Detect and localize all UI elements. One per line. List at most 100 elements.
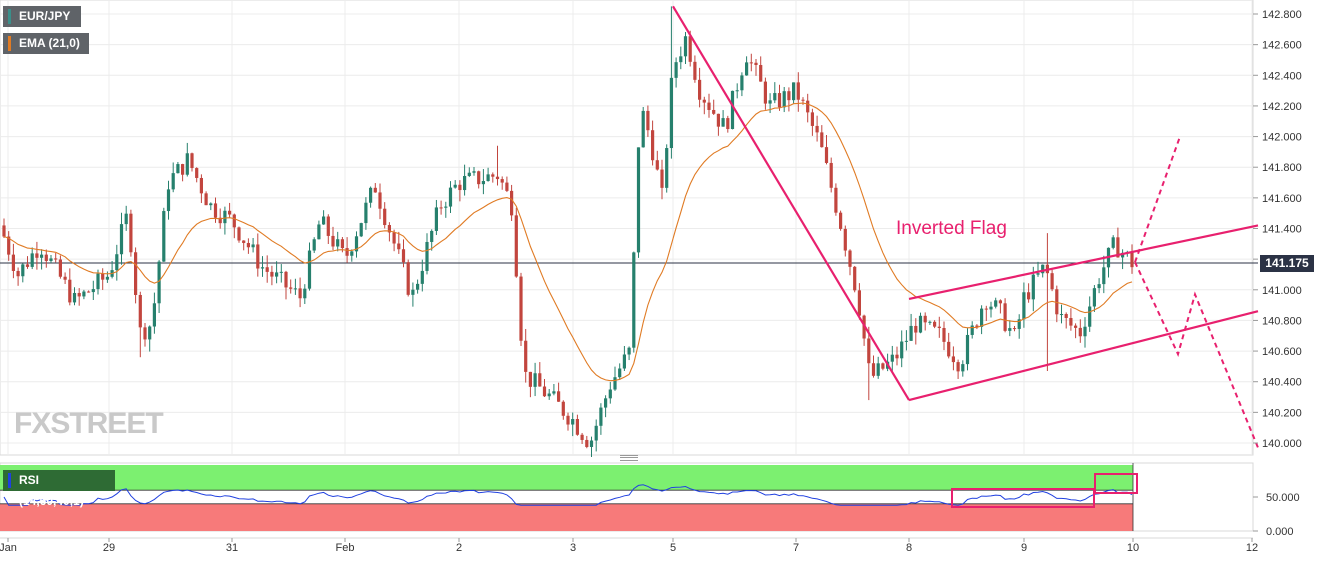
candle-body	[726, 118, 730, 130]
panel-resize-handle[interactable]	[620, 455, 638, 461]
candle-body	[383, 208, 387, 226]
symbol-legend[interactable]: EUR/JPY	[3, 6, 81, 27]
candle-body	[1031, 274, 1035, 300]
candle-body	[331, 235, 335, 247]
candle-body	[909, 325, 913, 341]
candle-body	[303, 288, 307, 299]
candle-body	[298, 288, 302, 299]
grid	[0, 0, 1258, 456]
candle-body	[519, 276, 523, 341]
rsi-panel	[0, 462, 1254, 532]
candle-body	[129, 213, 133, 253]
candle-body	[951, 356, 955, 363]
candle-body	[1050, 273, 1054, 290]
candle-body	[11, 254, 15, 271]
candle-body	[1097, 284, 1101, 289]
candle-body	[101, 273, 105, 280]
candle-body	[1121, 252, 1125, 258]
candle-body	[510, 190, 514, 216]
candle-body	[251, 244, 255, 248]
candle-body	[1036, 273, 1040, 275]
candle-body	[721, 118, 725, 127]
candle-body	[702, 99, 706, 103]
candle-body	[265, 267, 269, 272]
candle-body	[458, 184, 462, 191]
candle-body	[998, 300, 1002, 304]
candle-body	[293, 288, 297, 290]
time-tick-label: 3	[570, 542, 576, 554]
price-tick-label: 141.600	[1262, 193, 1302, 205]
candle-body	[322, 216, 326, 225]
candle-body	[44, 254, 48, 261]
candle-body	[843, 228, 847, 251]
candle-body	[7, 236, 11, 255]
candle-body	[171, 173, 175, 190]
price-axis[interactable]: 142.800 142.600 142.400 142.200 142.000 141.8…	[1253, 9, 1302, 538]
rsi-legend[interactable]: RSI (14,60,40,1)	[3, 470, 115, 508]
time-tick-label: 2	[456, 542, 462, 554]
candle-body	[406, 262, 410, 295]
rsi-divergence-box	[951, 488, 1095, 508]
candle-body	[566, 415, 570, 425]
candle-body	[834, 187, 838, 213]
candle-body	[199, 177, 203, 194]
candle-body	[942, 328, 946, 342]
time-tick-label: 31	[226, 542, 238, 554]
candle-body	[810, 112, 814, 126]
candle-body	[77, 292, 81, 297]
candle-body	[326, 216, 330, 236]
candle-body	[63, 276, 67, 280]
candle-body	[561, 401, 565, 416]
candle-body	[622, 354, 626, 369]
candle-body	[660, 169, 664, 188]
candle-body	[387, 225, 391, 233]
candle-body	[91, 289, 95, 293]
ema-polyline	[3, 102, 1133, 382]
candle-body	[839, 212, 843, 229]
candle-body	[618, 368, 622, 378]
time-tick-label: Feb	[336, 542, 355, 554]
candle-body	[749, 62, 753, 64]
candle-body	[857, 290, 861, 316]
candle-body	[54, 258, 58, 260]
candle-body	[829, 162, 833, 188]
candle-body	[495, 176, 500, 180]
candle-body	[1064, 314, 1068, 319]
candle-body	[585, 439, 589, 447]
candle-body	[754, 62, 758, 66]
candle-body	[608, 389, 612, 399]
candle-body	[735, 90, 739, 92]
price-tick-label: 142.600	[1262, 40, 1302, 52]
candle-body	[481, 181, 485, 185]
candle-body	[961, 364, 965, 372]
time-tick-label: 9	[1021, 542, 1027, 554]
candle-body	[824, 147, 829, 163]
candle-body	[40, 254, 44, 258]
candle-body	[947, 341, 951, 357]
candle-body	[138, 294, 142, 328]
candle-body	[604, 398, 608, 408]
candle-body	[1022, 292, 1026, 320]
price-tick-label: 141.000	[1262, 285, 1302, 297]
candle-body	[759, 65, 763, 82]
candle-body	[768, 100, 772, 104]
candle-body	[72, 292, 77, 303]
price-tick-label: 142.200	[1262, 101, 1302, 113]
candle-body	[655, 160, 659, 170]
candle-body	[787, 91, 791, 101]
ema-legend[interactable]: EMA (21,0)	[3, 33, 89, 54]
candle-body	[195, 168, 199, 178]
candle-body	[82, 291, 86, 297]
time-axis[interactable]: Jan 29 31 Feb 2 3 5 7 8 9 10 12	[0, 537, 1258, 554]
candle-body	[853, 266, 857, 291]
ema-swatch	[8, 36, 11, 51]
projection-up-line	[1134, 136, 1181, 263]
candle-body	[923, 315, 927, 323]
candle-body	[35, 253, 39, 258]
rsi-current-box	[1094, 473, 1138, 494]
price-tick-label: 141.800	[1262, 162, 1302, 174]
candle-body	[58, 259, 62, 277]
candle-body	[914, 325, 918, 333]
